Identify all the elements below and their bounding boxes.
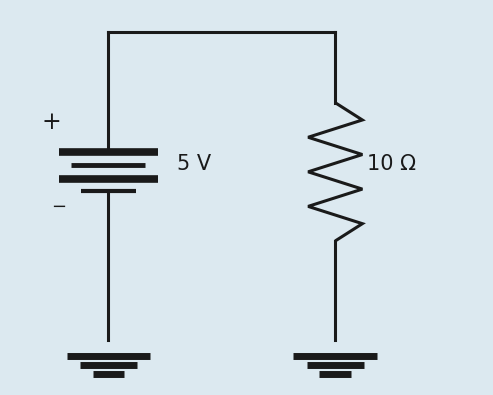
Text: 5 V: 5 V bbox=[177, 154, 211, 174]
Text: −: − bbox=[52, 198, 67, 216]
Text: 10 Ω: 10 Ω bbox=[367, 154, 416, 174]
Text: +: + bbox=[42, 111, 62, 134]
